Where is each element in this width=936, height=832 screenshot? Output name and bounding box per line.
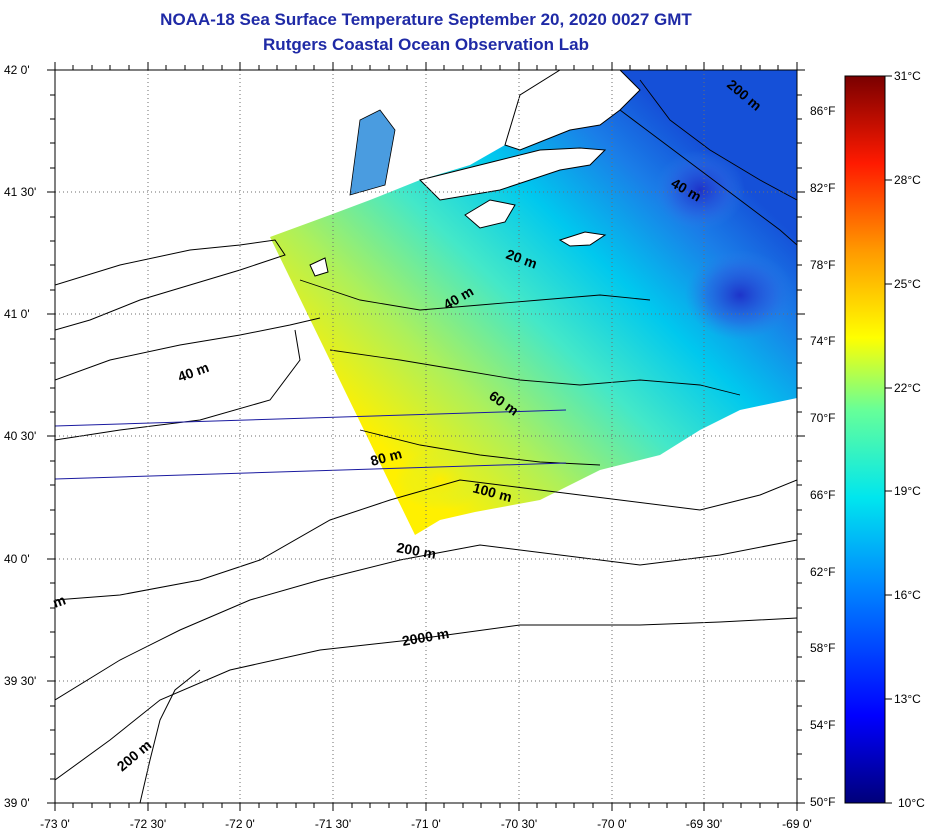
- lon-ticks: [54, 62, 798, 811]
- deep-contour: [55, 617, 797, 781]
- map-title: NOAA-18 Sea Surface Temperature Septembe…: [160, 10, 692, 29]
- shelf-contour: [55, 317, 321, 381]
- fahrenheit-label: 86°F: [810, 104, 835, 118]
- lon-label: -70 30': [501, 817, 537, 831]
- cold-water-patch: [685, 250, 795, 340]
- celsius-label: 28°C: [894, 173, 921, 187]
- color-scale-bar: [844, 75, 886, 804]
- celsius-label: 22°C: [894, 381, 921, 395]
- lon-label: -69 30': [686, 817, 722, 831]
- celsius-label: 31°C: [894, 69, 921, 83]
- fahrenheit-label: 66°F: [810, 488, 835, 502]
- lon-label: -69 0': [782, 817, 812, 831]
- lon-label: -71 0': [411, 817, 441, 831]
- swath-contour: [639, 79, 797, 201]
- fahrenheit-label: 54°F: [810, 718, 835, 732]
- block-island: [309, 257, 329, 277]
- cold-water-patch: [655, 150, 745, 230]
- long-island-coast: [55, 239, 286, 331]
- fahrenheit-label: 74°F: [810, 334, 835, 348]
- warm-water-patch: [395, 450, 485, 510]
- swath-contour: [299, 279, 651, 311]
- lon-label: -72 30': [130, 817, 166, 831]
- map-subtitle: Rutgers Coastal Ocean Observation Lab: [263, 35, 589, 54]
- shelf-contour: [55, 479, 797, 601]
- canyon-contour: [139, 669, 201, 803]
- minor-ticks: [72, 65, 779, 808]
- narragansett-bay: [349, 109, 396, 196]
- contour-label: 200 m: [395, 539, 437, 562]
- lat-label: 39 0': [4, 796, 30, 810]
- fahrenheit-label: 62°F: [810, 565, 835, 579]
- fahrenheit-label: 78°F: [810, 258, 835, 272]
- shelf-contour: [55, 539, 797, 701]
- swath-contour: [619, 109, 797, 246]
- lat-label: 39 30': [4, 674, 36, 688]
- celsius-label: 16°C: [894, 588, 921, 602]
- celsius-label: 19°C: [894, 484, 921, 498]
- track-line: [55, 462, 567, 480]
- lat-label: 41 0': [4, 307, 30, 321]
- swath-contour: [329, 349, 741, 396]
- lat-label: 40 0': [4, 552, 30, 566]
- contour-label: 80 m: [369, 445, 404, 469]
- shelf-contour: [55, 329, 301, 441]
- marthas-vineyard: [464, 199, 516, 229]
- fahrenheit-label: 82°F: [810, 181, 835, 195]
- nantucket: [558, 231, 607, 247]
- colorbar-ticks: [885, 75, 892, 804]
- track-line: [55, 409, 567, 427]
- celsius-label: 13°C: [894, 692, 921, 706]
- lon-label: -73 0': [40, 817, 70, 831]
- fahrenheit-label: 50°F: [810, 795, 835, 809]
- lon-label: -71 30': [315, 817, 351, 831]
- fahrenheit-label: 58°F: [810, 641, 835, 655]
- celsius-label: 25°C: [894, 277, 921, 291]
- massachusetts-land: [419, 147, 607, 201]
- lat-ticks: [47, 69, 805, 804]
- lat-label: 40 30': [4, 429, 36, 443]
- lat-label: 42 0': [4, 63, 30, 77]
- lon-label: -70 0': [597, 817, 627, 831]
- lon-label: -72 0': [225, 817, 255, 831]
- celsius-label: 10°C: [898, 796, 925, 810]
- lat-label: 41 30': [4, 185, 36, 199]
- fahrenheit-label: 70°F: [810, 411, 835, 425]
